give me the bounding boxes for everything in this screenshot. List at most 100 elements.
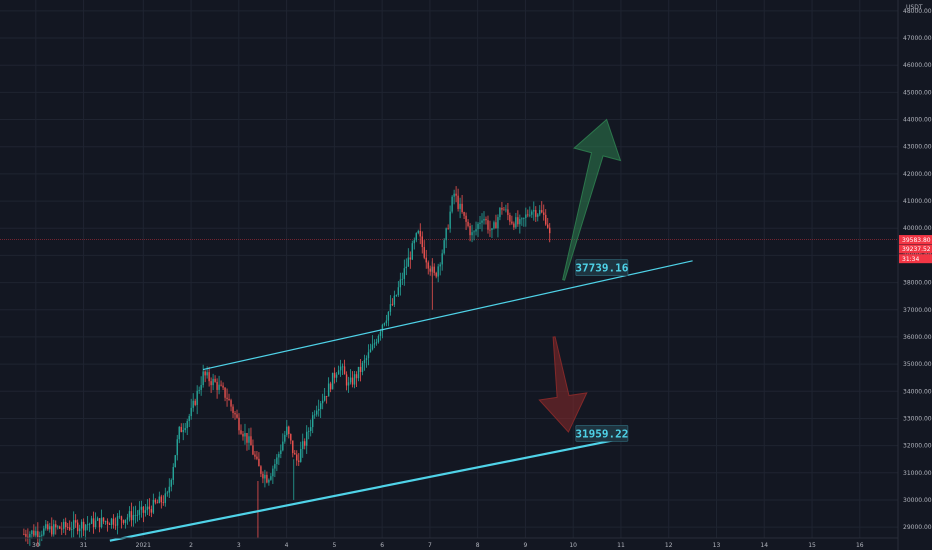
candle-up [539, 210, 541, 215]
candle-up [383, 323, 386, 325]
candle-down [547, 224, 549, 228]
candle-up [331, 372, 334, 390]
candle-down [150, 509, 153, 513]
annotation-label: 37739.16 [575, 262, 628, 275]
annotation-box [575, 424, 629, 442]
candle-down [541, 210, 543, 213]
candle-up [132, 515, 135, 521]
candle-down [455, 193, 457, 196]
time-tick-label: 10 [569, 542, 577, 549]
candle-down [419, 230, 421, 237]
candle-down [423, 247, 425, 258]
candle-up [379, 331, 382, 336]
candle-down [240, 430, 242, 434]
candle-up [481, 220, 483, 223]
candle-down [142, 506, 145, 513]
candle-down [224, 387, 226, 398]
price-tick-label: 41000.00 [903, 198, 932, 205]
time-tick-label: 31 [80, 542, 88, 549]
candle-down [220, 384, 222, 386]
price-tick-label: 36000.00 [903, 334, 932, 341]
candle-up [274, 464, 276, 469]
candle-up [270, 476, 272, 480]
candle-up [365, 358, 368, 361]
candle-up [537, 214, 539, 217]
candle-up [399, 279, 402, 288]
candle-down [37, 531, 39, 538]
candle-down [467, 221, 469, 226]
candle-down [160, 496, 163, 503]
candle-up [86, 524, 89, 526]
candle-up [441, 253, 443, 265]
time-tick-label: 7 [428, 542, 432, 549]
time-tick-label: 16 [856, 542, 864, 549]
candle-down [409, 257, 411, 260]
time-axis[interactable]: 30 31 2021 2 3 4 5 6 7 8 9 10 11 12 13 14 15 16 [0, 537, 898, 549]
candle-down [463, 212, 465, 216]
candle-up [310, 427, 312, 431]
price-axis[interactable]: 29000.00 30000.00 31000.00 32000.00 33000.00… [897, 0, 932, 550]
candle-up [315, 410, 318, 415]
candle-up [118, 516, 121, 518]
price-tick-label: 47000.00 [903, 35, 932, 42]
time-tick-label: 6 [380, 542, 384, 549]
candle-up [361, 362, 364, 372]
candle-up [176, 439, 178, 456]
candle-down [427, 262, 429, 269]
candle-up [200, 385, 202, 390]
candle-up [387, 311, 390, 321]
candle-up [100, 517, 103, 528]
time-tick-label: 15 [808, 542, 816, 549]
price-tags: 39583.80 39237.52 31:34 [899, 235, 932, 264]
candle-up [168, 486, 170, 493]
candle-up [451, 196, 453, 212]
candle-up [164, 493, 167, 503]
candle-up [272, 468, 274, 477]
candle-up [319, 403, 322, 409]
candle-up [335, 374, 338, 378]
candle-up [110, 518, 113, 525]
time-tick-label: 11 [617, 542, 625, 549]
candle-up [306, 431, 308, 446]
candle-up [152, 499, 155, 513]
candle-up [445, 228, 447, 241]
up-arrow [562, 118, 622, 281]
candle-up [317, 408, 320, 411]
candle-down [290, 434, 292, 441]
candle-down [391, 304, 394, 305]
candle-down [266, 474, 268, 483]
trendline-lower-channel [109, 437, 622, 542]
candle-up [377, 335, 380, 343]
candle-down [156, 502, 159, 504]
price-tick-label: 48000.00 [903, 8, 932, 15]
price-tick-label: 35000.00 [903, 361, 932, 368]
candle-down [503, 209, 505, 211]
candle-down [425, 257, 427, 263]
candle-up [525, 214, 527, 218]
time-tick-label: 8 [476, 542, 480, 549]
candle-down [222, 385, 224, 388]
candle-up [90, 518, 93, 524]
price-tick-label: 32000.00 [903, 443, 932, 450]
candle-up [449, 211, 451, 229]
candle-up [312, 415, 314, 428]
candle-down [250, 436, 252, 446]
candle-up [192, 400, 194, 408]
candle-up [282, 441, 284, 451]
candle-up [184, 428, 186, 431]
candle-up [453, 193, 455, 197]
candle-up [403, 268, 406, 279]
candle-up [190, 407, 192, 417]
candle-down [333, 372, 336, 378]
candle-up [276, 457, 278, 465]
candle-down [246, 432, 248, 443]
candle-down [435, 272, 437, 277]
candle-up [405, 266, 408, 269]
candle-up [182, 430, 184, 433]
candle-down [236, 414, 238, 418]
candle-up [473, 231, 475, 233]
candle-down [509, 215, 511, 222]
time-tick-label: 5 [332, 542, 336, 549]
candle-up [286, 426, 288, 435]
